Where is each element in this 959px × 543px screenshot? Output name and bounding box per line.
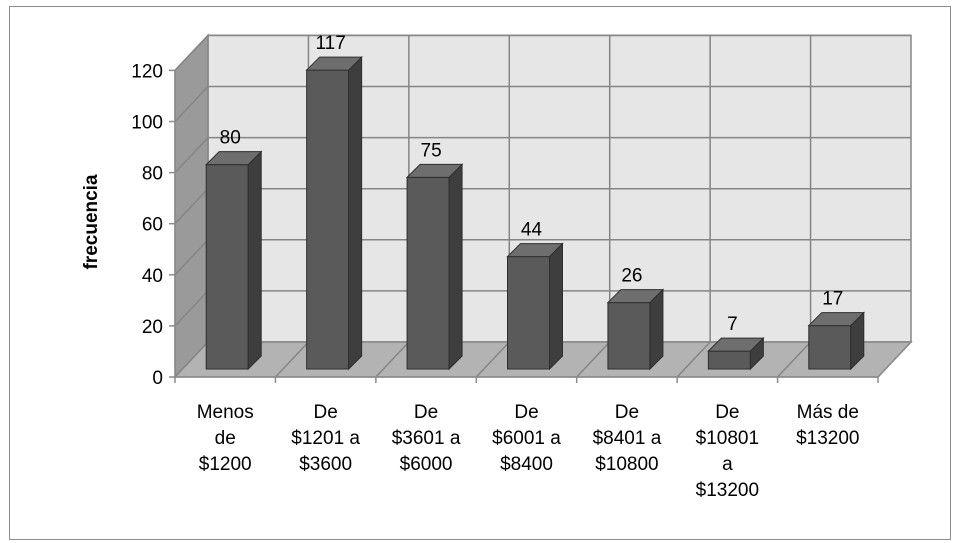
category-label: De $10801 a $13200 [696,402,759,501]
data-label: 7 [727,314,738,335]
category-label-line: $10800 [595,454,658,475]
y-tick-label: 0 [152,368,163,389]
category-label-line: a [722,454,733,475]
gridline-side [174,188,209,225]
floor-divider [274,341,309,378]
bars [205,55,865,371]
data-label: 44 [521,220,543,241]
category-label-line: de [215,428,236,449]
category-label: De $8401 a $10800 [593,402,662,475]
category-label-line: $1201 a [291,428,360,449]
category-label-line: Más de [797,402,859,423]
y-tick-label: 80 [142,164,163,185]
bar-front [406,176,450,370]
floor-right-edge [877,341,912,378]
gridline-side [174,137,209,174]
labels: 80 Menos de $1200 117 De $1201 a $3600 75 De $3601… [197,33,860,501]
floor-divider [777,341,812,378]
bar-top [205,151,263,166]
bar-front [205,164,249,370]
bar-top [807,312,865,327]
gridline-side [174,34,209,71]
category-label-line: $3601 a [392,428,461,449]
data-label: 80 [220,128,241,149]
gridline-side [174,290,209,327]
bar-side [549,242,563,371]
bar [405,163,464,371]
bar-front [808,325,852,370]
bar-front [607,302,651,370]
y-tick-label: 20 [142,317,163,338]
category-label: De $1201 a $3600 [291,402,360,475]
category-label: De $6001 a $8400 [492,402,561,475]
category-label: De $3601 a $6000 [392,402,461,475]
floor-divider [375,341,410,378]
bar-top [707,337,765,352]
category-label-line: $6000 [400,454,453,475]
category-label-line: $8401 a [593,428,662,449]
bar-side [247,150,262,371]
gridline-side [174,239,209,276]
bar-side [448,163,463,371]
bar-top [405,163,464,178]
category-label-line: De [615,402,639,423]
y-tick-label: 60 [142,215,163,236]
bar [807,311,865,371]
bar-front [306,69,350,370]
category-label-line: $6001 a [492,428,561,449]
bar [606,288,665,371]
category-label: Más de $13200 [796,402,859,449]
bar [205,150,263,371]
bar [305,55,363,371]
category-label-line: De [313,402,337,423]
category-label-line: De [514,402,538,423]
category-label-line: $1200 [199,454,252,475]
bar-side [348,55,363,371]
data-label: 17 [822,289,843,310]
category-label-line: De [715,402,739,423]
data-label: 75 [421,140,442,161]
y-axis-title: frecuencia [81,174,102,269]
y-tick-label: 120 [131,61,163,82]
bar [506,242,564,371]
bar-side [649,288,664,371]
data-label: 117 [315,33,345,54]
category-label: Menos de $1200 [197,402,254,475]
bar-front [507,256,550,370]
category-label-line: $3600 [299,454,352,475]
category-label-line: Menos [197,402,254,423]
floor-divider [475,341,510,378]
axes: 0 20 40 60 80 100 120 [131,61,912,389]
y-tick-label: 100 [131,113,163,134]
bar-top [305,56,363,71]
y-tick-label: 40 [142,266,163,287]
category-label-line: $13200 [796,428,859,449]
bar [707,336,765,371]
category-label-line: $13200 [696,480,759,501]
bar-top [606,289,665,304]
category-label-line: $8400 [500,454,553,475]
category-label-line: De [414,402,438,423]
floor-divider [576,341,611,378]
bar-top [506,243,564,258]
data-label: 26 [621,266,642,287]
gridline-side [174,85,209,123]
floor-divider [676,341,711,378]
bar-front [707,350,751,370]
category-label-line: $10801 [696,428,759,449]
